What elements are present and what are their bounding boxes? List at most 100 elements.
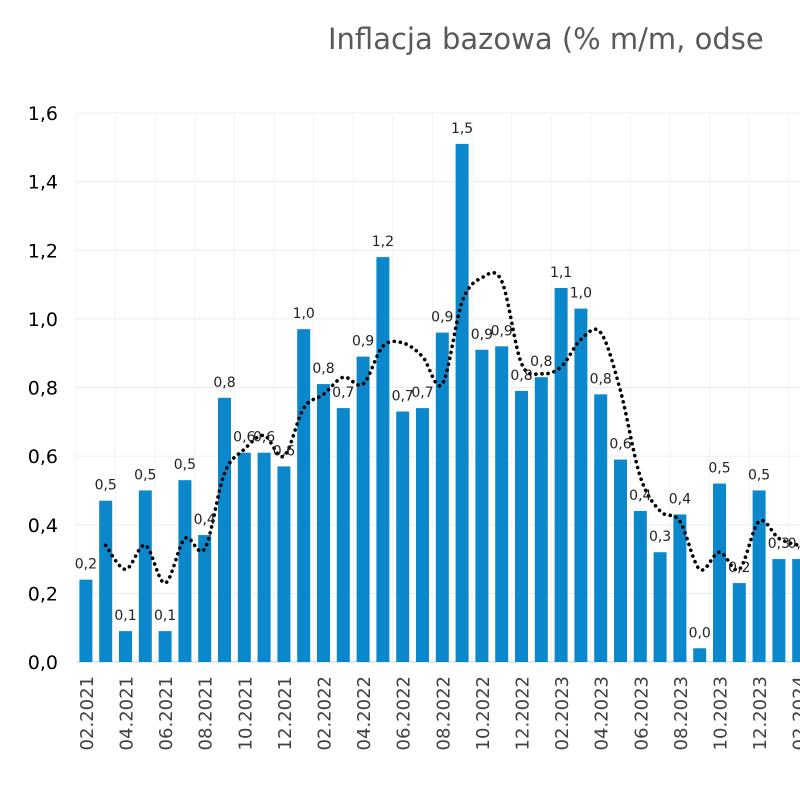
data-label: 0,5 [748, 467, 770, 483]
data-label: 0,0 [689, 625, 711, 641]
x-tick-label: 08.2023 [671, 676, 692, 750]
x-tick-label: 08.2021 [196, 676, 217, 750]
bar [752, 490, 766, 662]
data-label: 0,5 [708, 461, 730, 477]
bar [138, 490, 152, 662]
data-label: 0,3 [768, 536, 790, 552]
data-label: 1,0 [293, 306, 315, 322]
bar [257, 452, 271, 662]
bar [237, 452, 251, 662]
y-tick-label: 0,8 [28, 378, 58, 400]
bar [614, 459, 627, 662]
data-label: 0,8 [590, 371, 612, 387]
y-tick-label: 1,4 [28, 172, 58, 194]
x-tick-label: 10.2021 [235, 676, 256, 750]
data-label: 0,1 [154, 608, 176, 624]
data-label: 0,6 [609, 437, 631, 453]
bar-series [79, 143, 800, 663]
y-tick-label: 0,2 [28, 583, 58, 605]
x-tick-label: 10.2022 [473, 676, 494, 750]
x-tick-label: 04.2022 [354, 676, 375, 750]
data-label: 0,4 [629, 488, 651, 504]
bar [574, 308, 588, 662]
bar [79, 579, 93, 662]
data-label: 0,2 [728, 560, 750, 576]
x-tick-label: 02.2022 [315, 676, 336, 750]
data-label: 0,7 [411, 385, 433, 401]
x-tick-label: 12.2022 [513, 676, 534, 750]
y-tick-label: 0,4 [28, 515, 58, 537]
x-tick-label: 12.2023 [750, 676, 771, 750]
bar [475, 349, 489, 662]
bar [713, 483, 726, 662]
bar [435, 332, 449, 662]
x-tick-label: 02.2024 [790, 676, 800, 750]
y-axis-ticks: 0,0 0,2 0,4 0,6 0,8 1,0 1,2 1,4 1,6 [28, 103, 58, 674]
trend-line [103, 270, 800, 585]
data-label: 0,8 [213, 375, 235, 391]
data-label: 0,5 [174, 457, 196, 473]
bar [317, 384, 330, 662]
x-tick-label: 06.2023 [631, 676, 652, 750]
data-label: 0,3 [649, 529, 671, 545]
bar [376, 257, 390, 662]
x-tick-label: 06.2021 [156, 676, 177, 750]
data-label: 0,9 [431, 310, 453, 326]
bar [732, 583, 746, 662]
bar [158, 631, 172, 662]
data-label: 0,9 [352, 334, 374, 350]
bar [772, 559, 786, 662]
bar [554, 287, 568, 662]
data-label: 1,5 [451, 121, 473, 137]
bar [218, 397, 231, 662]
y-tick-label: 0,0 [28, 652, 58, 674]
data-label: 1,0 [570, 286, 592, 302]
data-label: 0,6 [273, 443, 295, 459]
bar [594, 394, 608, 662]
data-label: 1,2 [372, 234, 394, 250]
bar [416, 408, 429, 662]
bar [693, 648, 707, 662]
x-tick-label: 06.2022 [394, 676, 415, 750]
data-label: 0,6 [253, 430, 275, 446]
bar [178, 480, 192, 662]
data-label: 0,6 [233, 430, 255, 446]
bar [673, 514, 687, 662]
data-label: 0,5 [95, 478, 117, 494]
data-label: 0,8 [510, 368, 532, 384]
data-label: 0,8 [312, 361, 334, 377]
y-tick-label: 1,0 [28, 309, 58, 331]
bar [198, 535, 212, 662]
x-tick-label: 04.2023 [592, 676, 613, 750]
bar [455, 143, 469, 663]
data-label: 0,5 [134, 467, 156, 483]
y-tick-label: 1,2 [28, 240, 58, 262]
data-label: 0,1 [114, 608, 136, 624]
data-label: 0,4 [669, 491, 691, 507]
data-label: 1,1 [550, 265, 572, 281]
bar [653, 552, 667, 662]
bar [336, 408, 350, 662]
bar [119, 631, 132, 662]
data-label: 0,7 [392, 389, 414, 405]
data-label: 0,8 [530, 354, 552, 370]
y-tick-label: 0,6 [28, 446, 58, 468]
bar [396, 411, 410, 662]
bar [515, 390, 528, 662]
trend-line-series [103, 270, 800, 585]
bar [356, 356, 370, 662]
x-tick-label: 08.2022 [433, 676, 454, 750]
x-tick-label: 02.2023 [552, 676, 573, 750]
x-tick-label: 02.2021 [77, 676, 98, 750]
data-label: 0,2 [75, 557, 97, 573]
data-label: 0,9 [471, 327, 493, 343]
bar [277, 466, 291, 662]
x-tick-label: 12.2021 [275, 676, 296, 750]
data-labels: 0,20,50,10,50,10,50,40,80,60,60,61,00,80… [75, 121, 800, 641]
chart-title: Inflacja bazowa (% m/m, odse [328, 22, 764, 56]
data-label: 0,3 [788, 536, 800, 552]
data-label: 0,9 [491, 323, 513, 339]
x-tick-label: 04.2021 [117, 676, 138, 750]
x-axis-ticks: 02.2021 04.2021 06.2021 08.2021 10.2021 12.20… [77, 676, 800, 750]
